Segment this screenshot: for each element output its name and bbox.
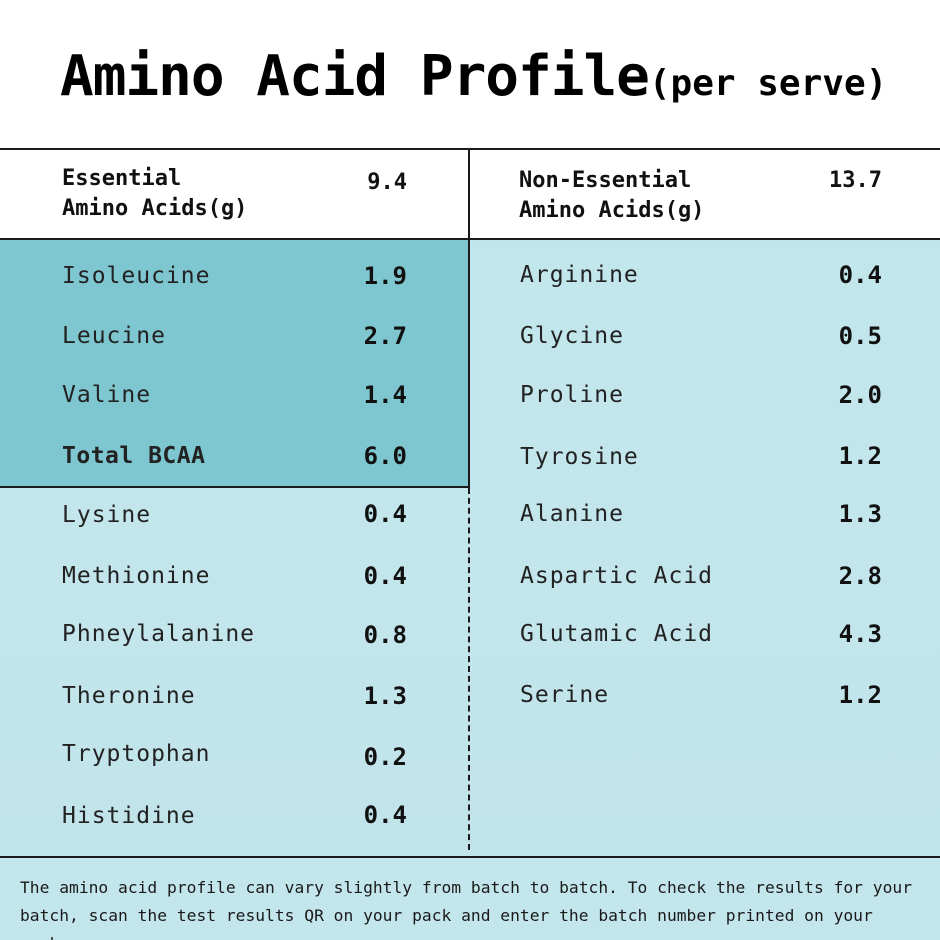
table-row-value: 4.3 (838, 620, 882, 648)
bcaa-block (0, 240, 470, 488)
table-row-value: 0.4 (363, 801, 407, 829)
table-row-name: Tyrosine (520, 444, 639, 470)
table-row-value: 1.2 (838, 681, 882, 709)
table-row-value: 1.3 (838, 500, 882, 528)
table-row-value: 2.8 (838, 562, 882, 590)
table-row-name: Alanine (520, 501, 624, 527)
table-row-name: Theronine (62, 683, 196, 709)
essential-header-label: Essential Amino Acids(g) (62, 166, 248, 221)
table-row-value: 0.2 (363, 743, 407, 771)
title-sub: (per serve) (648, 63, 888, 104)
table-row-value: 0.4 (838, 261, 882, 289)
table-row-name: Histidine (62, 803, 196, 829)
table-row-value: 2.7 (363, 322, 407, 350)
table-row-name: Glycine (520, 323, 624, 349)
table-row-name: Isoleucine (62, 263, 211, 289)
title-bar: Amino Acid Profile(per serve) (0, 0, 940, 148)
column-divider-dashed (468, 488, 470, 850)
table-row-value: 0.5 (838, 322, 882, 350)
table-row-value: 0.8 (363, 621, 407, 649)
table-row-name: Glutamic Acid (520, 621, 714, 647)
table-row-name: Valine (62, 382, 152, 408)
table-row-value: 1.9 (363, 262, 407, 290)
non-essential-header-value: 13.7 (829, 168, 882, 193)
table-row-name: Proline (520, 382, 624, 408)
table-row-name: Methionine (62, 563, 211, 589)
title-main: Amino Acid Profile (60, 44, 650, 109)
total-bcaa-label: Total BCAA (62, 443, 206, 469)
table-header: Essential Amino Acids(g) 9.4 Non-Essenti… (0, 150, 940, 240)
table-row-value: 0.4 (363, 500, 407, 528)
non-essential-header-label: Non-Essential Amino Acids(g) (519, 168, 705, 223)
table-row-name: Aspartic Acid (520, 563, 714, 589)
table-row-name: Tryptophan (62, 741, 211, 767)
amino-acid-table: Essential Amino Acids(g) 9.4 Non-Essenti… (0, 148, 940, 856)
table-row-name: Lysine (62, 502, 152, 528)
table-row-value: 1.4 (363, 381, 407, 409)
page-title: Amino Acid Profile(per serve) (60, 44, 887, 109)
table-row-value: 1.2 (838, 442, 882, 470)
footer-text: The amino acid profile can vary slightly… (20, 878, 912, 940)
table-row-name: Phneylalanine (62, 621, 256, 647)
table-row-name: Leucine (62, 323, 166, 349)
footer-note: The amino acid profile can vary slightly… (0, 856, 940, 940)
total-bcaa-value: 6.0 (363, 442, 407, 470)
table-row-name: Arginine (520, 262, 639, 288)
table-row-name: Serine (520, 682, 610, 708)
essential-header-value: 9.4 (367, 170, 407, 195)
table-row-value: 1.3 (363, 682, 407, 710)
column-divider (468, 150, 470, 488)
table-row-value: 2.0 (838, 381, 882, 409)
table-row-value: 0.4 (363, 562, 407, 590)
